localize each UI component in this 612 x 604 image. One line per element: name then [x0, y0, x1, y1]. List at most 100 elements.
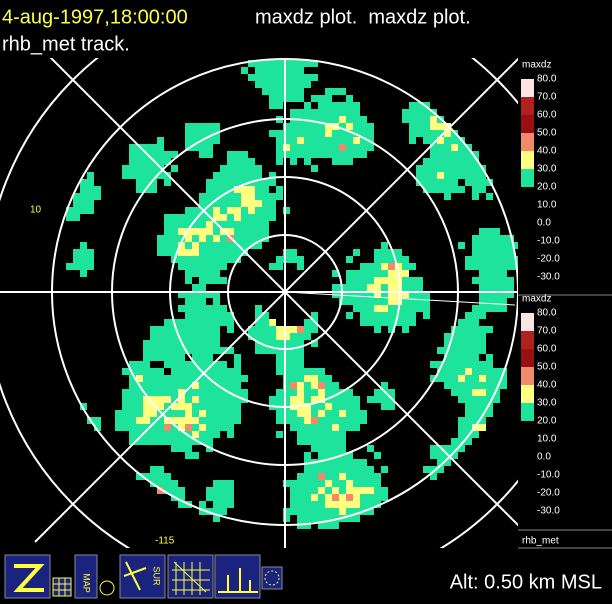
echo-cell [213, 515, 220, 522]
echo-cell [262, 179, 269, 186]
echo-cell [451, 452, 458, 459]
echo-cell [507, 284, 514, 291]
echo-cell [157, 473, 164, 480]
echo-cell [206, 417, 213, 424]
tool-sur[interactable] [119, 554, 166, 599]
legend-label: 80.0 [537, 308, 557, 319]
echo-cell [430, 445, 437, 452]
echo-cell [465, 312, 472, 319]
tool-map[interactable] [74, 554, 98, 599]
echo-cell [318, 515, 325, 522]
echo-cell [472, 305, 479, 312]
echo-cell [472, 242, 479, 249]
echo-cell [73, 256, 80, 263]
echo-cell [220, 221, 227, 228]
echo-cell [213, 137, 220, 144]
echo-cell [234, 382, 241, 389]
echo-cell [171, 417, 178, 424]
echo-cell [290, 60, 297, 67]
echo-cell [283, 123, 290, 130]
echo-cell [290, 424, 297, 431]
echo-cell [423, 123, 430, 130]
echo-cell [311, 438, 318, 445]
echo-cell [178, 424, 185, 431]
echo-cell [479, 389, 486, 396]
echo-cell [360, 417, 367, 424]
echo-cell [213, 123, 220, 130]
legend-label: 20.0 [537, 416, 557, 427]
echo-cell [227, 368, 234, 375]
echo-cell [479, 305, 486, 312]
tool-grid[interactable] [52, 577, 72, 597]
echo-cell [353, 487, 360, 494]
echo-cell [444, 130, 451, 137]
echo-cell [381, 382, 388, 389]
echo-cell [94, 193, 101, 200]
echo-cell [388, 291, 395, 298]
echo-cell [374, 256, 381, 263]
echo-cell [178, 228, 185, 235]
echo-cell [157, 438, 164, 445]
echo-cell [325, 494, 332, 501]
echo-cell [248, 186, 255, 193]
echo-cell [136, 410, 143, 417]
echo-cell [185, 368, 192, 375]
echo-cell [451, 340, 458, 347]
echo-cell [465, 417, 472, 424]
tool-ground[interactable] [214, 554, 261, 599]
echo-cell [213, 235, 220, 242]
echo-cell [395, 291, 402, 298]
echo-cell [332, 452, 339, 459]
echo-cell [157, 340, 164, 347]
echo-cell [325, 382, 332, 389]
echo-cell [297, 522, 304, 529]
echo-cell [80, 179, 87, 186]
legend-title: maxdz [522, 60, 551, 71]
tool-circle[interactable] [99, 580, 115, 596]
echo-cell [339, 109, 346, 116]
echo-cell [325, 424, 332, 431]
echo-cell [402, 263, 409, 270]
echo-cell [346, 396, 353, 403]
echo-cell [311, 515, 318, 522]
echo-cell [192, 214, 199, 221]
echo-cell [206, 242, 213, 249]
echo-cell [311, 410, 318, 417]
legend-label: 0.0 [537, 218, 551, 229]
echo-cell [458, 326, 465, 333]
echo-cell [234, 389, 241, 396]
echo-cell [297, 382, 304, 389]
echo-cell [199, 228, 206, 235]
echo-cell [318, 445, 325, 452]
echo-cell [360, 494, 367, 501]
echo-cell [129, 151, 136, 158]
echo-cell [304, 326, 311, 333]
echo-cell [213, 263, 220, 270]
echo-cell [311, 417, 318, 424]
echo-cell [297, 88, 304, 95]
echo-cell [199, 263, 206, 270]
echo-cell [241, 375, 248, 382]
echo-cell [290, 347, 297, 354]
echo-cell [325, 480, 332, 487]
echo-cell [136, 361, 143, 368]
echo-cell [346, 277, 353, 284]
echo-cell [304, 144, 311, 151]
echo-cell [290, 487, 297, 494]
echo-cell [479, 179, 486, 186]
echo-cell [206, 396, 213, 403]
echo-cell [318, 438, 325, 445]
echo-cell [178, 417, 185, 424]
echo-cell [283, 515, 290, 522]
echo-cell [346, 508, 353, 515]
echo-cell [353, 123, 360, 130]
echo-cell [458, 389, 465, 396]
echo-cell [185, 410, 192, 417]
echo-cell [220, 501, 227, 508]
echo-cell [486, 270, 493, 277]
echo-cell [325, 410, 332, 417]
echo-cell [339, 459, 346, 466]
echo-cell [304, 515, 311, 522]
echo-cell [332, 396, 339, 403]
echo-cell [262, 200, 269, 207]
